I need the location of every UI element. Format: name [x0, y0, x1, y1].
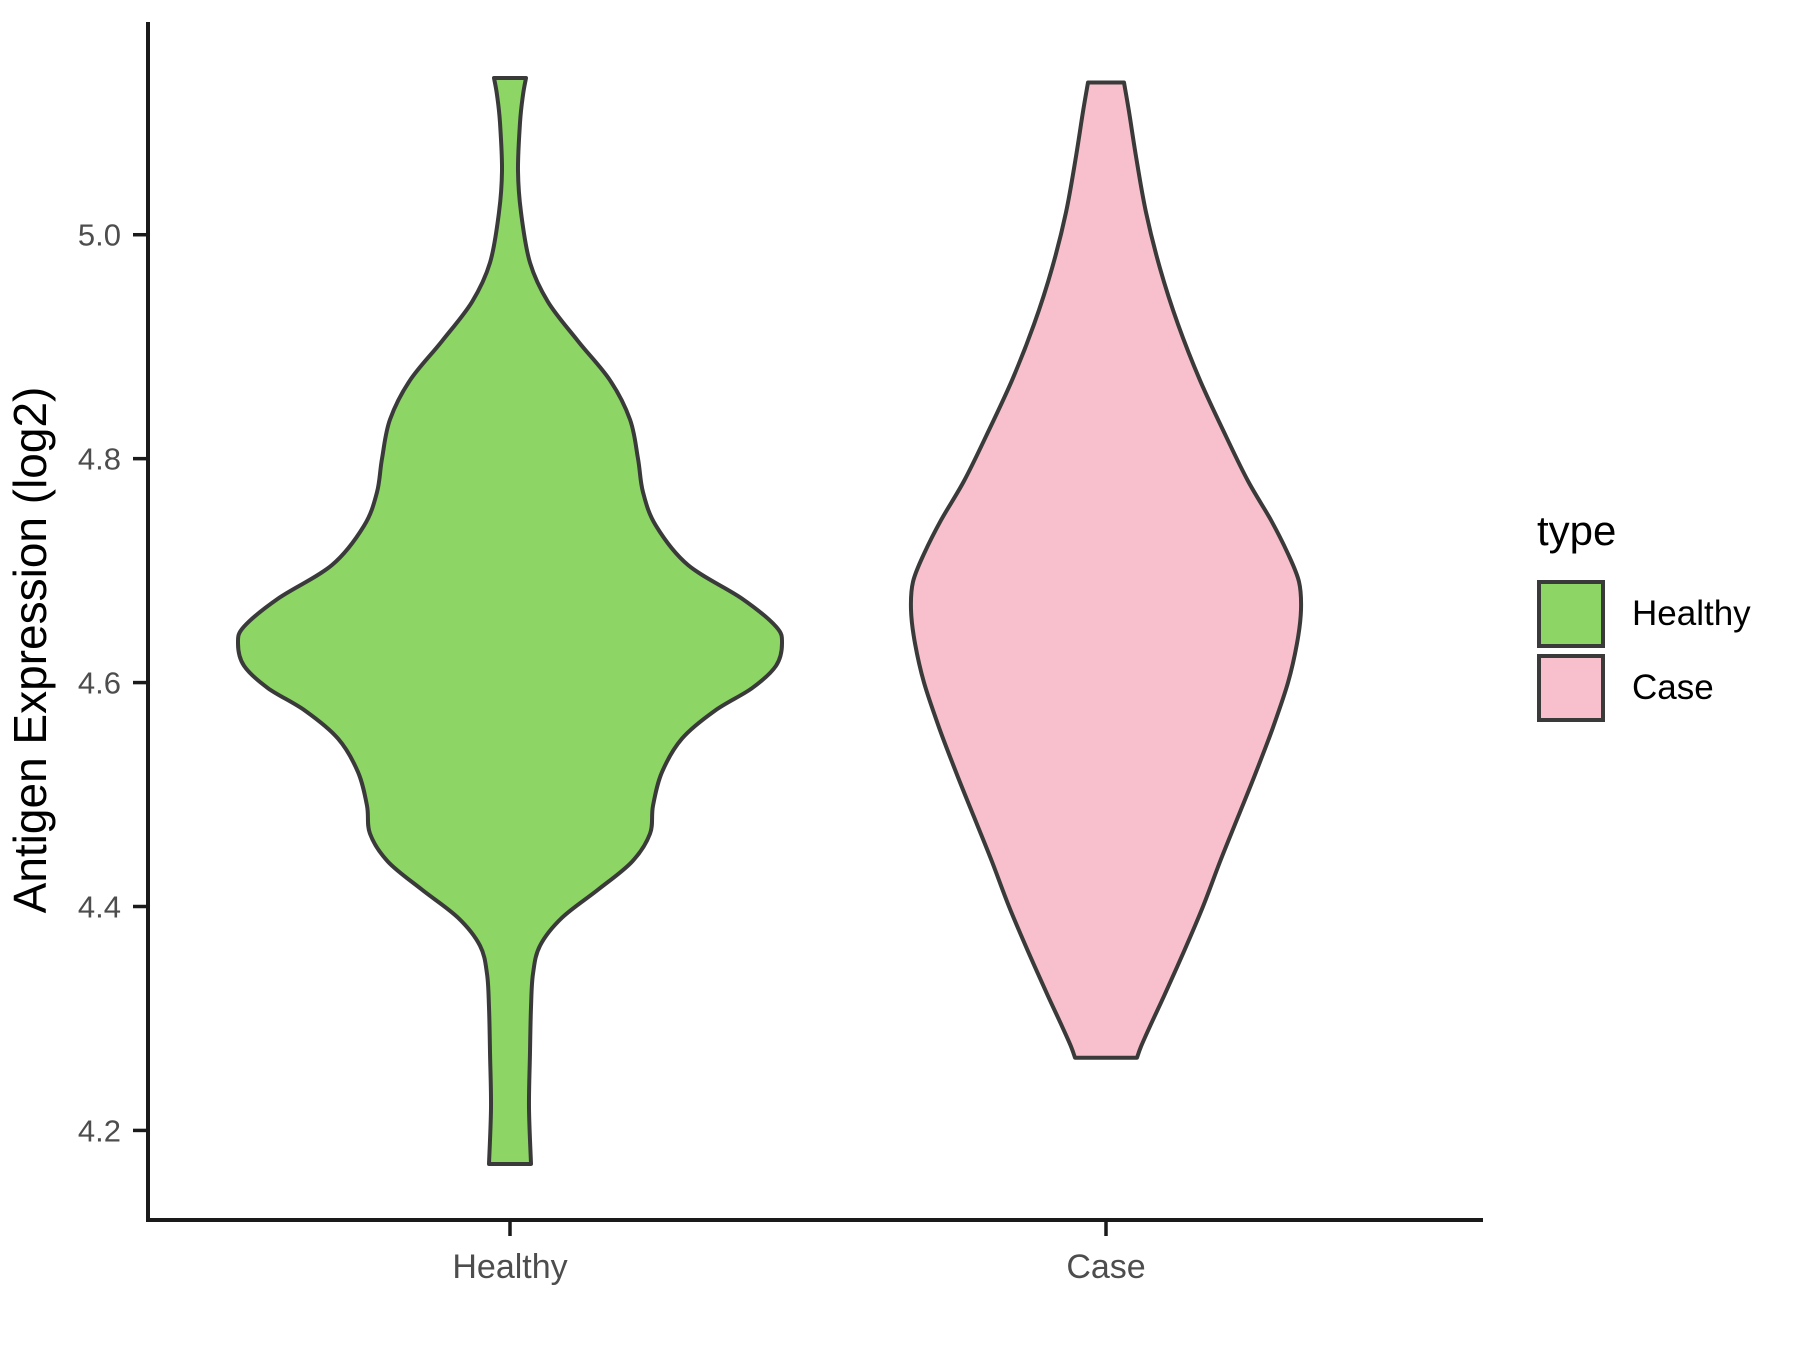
- legend-entry: Healthy: [1537, 580, 1751, 649]
- legend-entries: Healthy Case: [1537, 580, 1751, 723]
- y-axis-ticks: 5.0 4.8 4.6 4.4 4.2: [78, 218, 147, 1148]
- legend-swatch-healthy: [1537, 580, 1605, 649]
- x-category-label: Healthy: [452, 1248, 567, 1286]
- y-tick-label: 4.8: [78, 442, 121, 477]
- legend: type Healthy Case: [1537, 507, 1751, 728]
- y-axis-title: Antigen Expression (log2): [4, 387, 56, 914]
- y-tick-label: 4.4: [78, 890, 121, 925]
- legend-title: type: [1537, 507, 1617, 554]
- y-tick-label: 5.0: [78, 218, 121, 253]
- y-tick-label: 4.2: [78, 1113, 121, 1148]
- y-tick-label: 4.6: [78, 666, 121, 701]
- legend-swatch-case: [1537, 654, 1605, 723]
- legend-label: Healthy: [1632, 594, 1751, 634]
- x-axis-ticks: Healthy Case: [452, 1222, 1146, 1286]
- legend-entry: Case: [1537, 654, 1751, 723]
- violins-layer: [235, 76, 1304, 1166]
- violin-healthy: [235, 76, 785, 1166]
- legend-label: Case: [1632, 668, 1714, 708]
- x-category-label: Case: [1066, 1248, 1145, 1286]
- violin-case: [908, 80, 1304, 1060]
